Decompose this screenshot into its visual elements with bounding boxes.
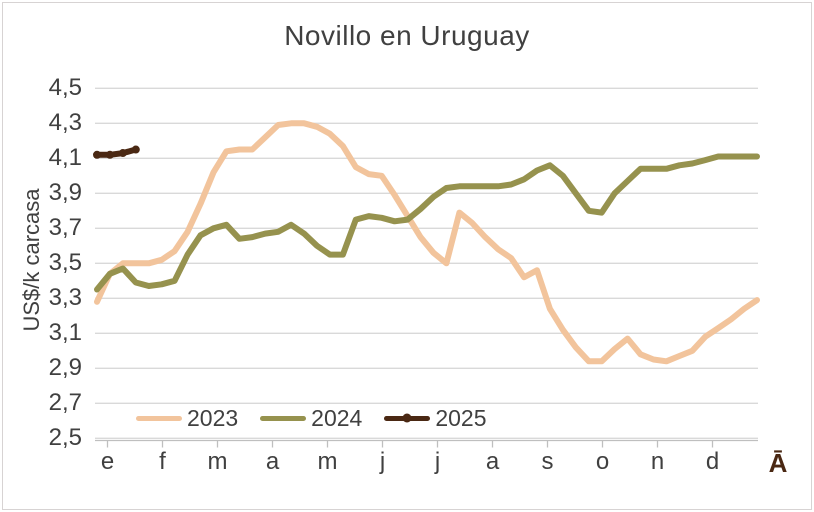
x-tick-label: o: [595, 448, 610, 475]
legend-label-2024: 2024: [311, 405, 363, 431]
y-tick-label: 3,7: [48, 214, 82, 242]
series-marker-2025: [93, 150, 101, 159]
chart-legend: 2023 2024 2025: [136, 404, 487, 432]
legend-swatch-2025: [384, 413, 431, 423]
x-tick-label: m: [207, 448, 228, 475]
legend-item-2025: 2025: [384, 404, 487, 432]
series-line-2023: [94, 120, 760, 365]
x-tick-label: d: [705, 448, 720, 475]
y-tick-label: 3,1: [48, 319, 82, 347]
legend-item-2024: 2024: [260, 404, 362, 432]
x-tick-label: e: [100, 448, 115, 475]
x-tick-label: f: [159, 448, 166, 475]
x-tick-label: m: [317, 448, 338, 475]
x-tick-label: n: [650, 448, 665, 475]
series-line-2025: [94, 146, 139, 158]
x-tick-label: a: [265, 448, 280, 475]
series-marker-2025: [105, 150, 114, 159]
y-tick-label: 3,3: [48, 284, 82, 312]
legend-label-2023: 2023: [187, 405, 239, 431]
x-tick-label: j: [434, 448, 441, 475]
y-tick-label: 3,9: [48, 179, 82, 207]
legend-item-2023: 2023: [136, 404, 238, 432]
series-marker-2025: [118, 149, 127, 158]
x-axis-extra-label: Ā: [768, 448, 788, 478]
y-tick-label: 4,1: [48, 144, 82, 172]
legend-marker-dot-2025: [402, 413, 412, 423]
y-tick-label: 3,5: [48, 249, 82, 277]
chart-title: Novillo en Uruguay: [284, 20, 530, 51]
y-tick-label: 2,7: [48, 389, 82, 417]
y-tick-label: 4,3: [48, 109, 82, 137]
series-line-2024: [94, 153, 760, 293]
x-tick-label: j: [379, 448, 386, 475]
legend-swatch-2024: [260, 415, 307, 421]
x-tick-label: s: [541, 448, 554, 475]
series-marker-2025: [131, 145, 140, 154]
y-tick-label: 2,5: [48, 424, 82, 452]
legend-swatch-2023: [136, 415, 182, 421]
y-tick-label: 2,9: [48, 354, 82, 382]
y-tick-label: 4,5: [48, 74, 82, 102]
legend-label-2025: 2025: [435, 405, 487, 431]
x-tick-label: a: [485, 448, 500, 475]
